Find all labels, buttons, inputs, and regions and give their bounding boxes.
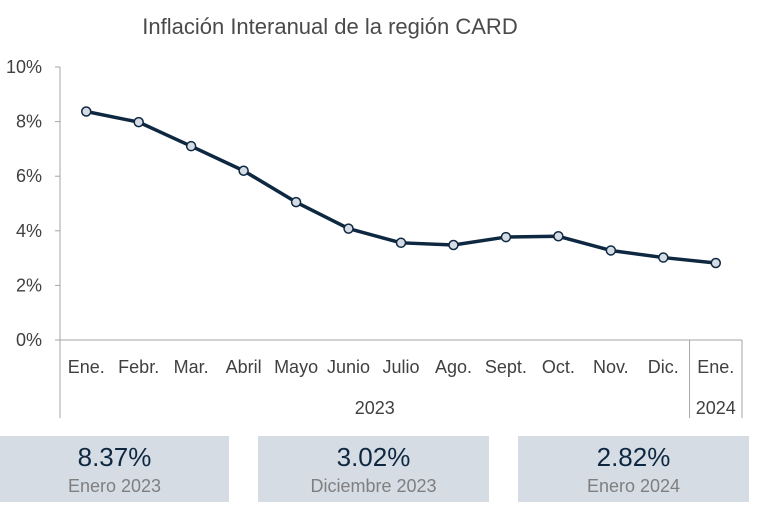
summary-cards: 8.37% Enero 2023 3.02% Diciembre 2023 2.… <box>0 436 761 502</box>
data-point <box>605 245 617 256</box>
data-point <box>185 140 197 152</box>
data-point <box>290 196 302 208</box>
x-tick-label: Ago. <box>435 357 472 377</box>
y-tick-label: 2% <box>16 275 42 295</box>
chart-title: Inflación Interanual de la región CARD <box>142 14 517 39</box>
y-tick-label: 6% <box>16 166 42 186</box>
y-tick-label: 4% <box>16 221 42 241</box>
x-tick-label: Oct. <box>542 357 575 377</box>
x-tick-label: Sept. <box>485 357 527 377</box>
card-value: 2.82% <box>596 442 671 472</box>
summary-card-jan-2023: 8.37% Enero 2023 <box>0 436 229 502</box>
y-tick-label: 0% <box>16 330 42 350</box>
data-point <box>553 231 564 242</box>
data-point <box>133 116 144 128</box>
card-label: Enero 2023 <box>67 476 162 496</box>
data-point <box>710 257 722 269</box>
inflation-line-chart: Inflación Interanual de la región CARD 0… <box>6 14 743 418</box>
x-tick-label: Junio <box>327 357 370 377</box>
x-tick-label: Abril <box>226 357 262 377</box>
y-axis: 0% 2% 4% 6% 8% 10% <box>6 57 61 350</box>
data-point <box>238 165 249 176</box>
data-point <box>80 106 92 117</box>
x-tick-label: Febr. <box>118 357 159 377</box>
x-year-label: 2024 <box>696 398 736 418</box>
x-axis: Ene. Febr. Mar. Abril Mayo Junio Julio Ago. Sept… <box>59 339 743 418</box>
y-tick-label: 10% <box>6 57 42 77</box>
x-tick-label: Mar. <box>174 357 209 377</box>
summary-card-jan-2024: 2.82% Enero 2024 <box>518 436 749 502</box>
data-point <box>500 231 512 243</box>
card-label: Enero 2024 <box>586 476 681 496</box>
y-tick-label: 8% <box>16 112 42 132</box>
summary-card-dec-2023: 3.02% Diciembre 2023 <box>258 436 489 502</box>
x-year-label: 2023 <box>355 398 395 418</box>
data-point <box>343 223 354 234</box>
card-label: Diciembre 2023 <box>310 476 437 496</box>
card-value: 8.37% <box>77 442 152 472</box>
series-line <box>80 106 722 269</box>
data-point <box>658 252 669 263</box>
card-value: 3.02% <box>336 442 411 472</box>
x-tick-label: Nov. <box>593 357 629 377</box>
x-tick-label: Ene. <box>68 357 105 377</box>
x-tick-label: Ene. <box>697 357 734 377</box>
x-tick-label: Dic. <box>648 357 679 377</box>
data-point <box>395 237 407 249</box>
x-tick-label: Julio <box>382 357 419 377</box>
data-point <box>448 239 459 251</box>
x-tick-label: Mayo <box>274 357 318 377</box>
